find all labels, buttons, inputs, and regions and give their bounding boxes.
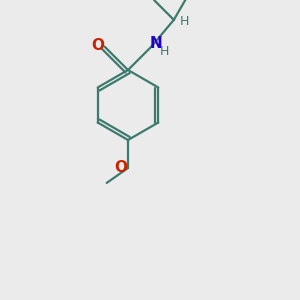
Text: H: H <box>180 15 190 28</box>
Text: O: O <box>115 160 128 175</box>
Text: N: N <box>150 36 163 51</box>
Text: H: H <box>160 45 169 58</box>
Text: O: O <box>91 38 104 53</box>
